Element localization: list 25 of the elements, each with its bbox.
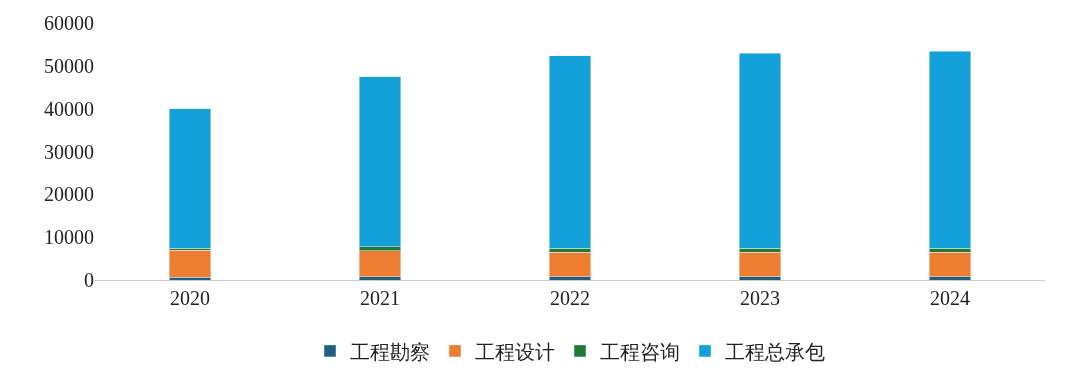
bar — [928, 251, 972, 277]
y-tick-label: 10000 — [44, 226, 94, 249]
y-tick-label: 0 — [84, 269, 94, 291]
bar — [168, 250, 212, 278]
bar — [738, 53, 782, 249]
bar — [358, 250, 402, 277]
y-tick-label: 20000 — [44, 183, 94, 206]
y-tick-label: 50000 — [44, 54, 94, 77]
x-tick-label: 2022 — [550, 287, 590, 309]
legend-label: 工程勘察 — [350, 339, 430, 364]
bar — [928, 51, 972, 249]
y-tick-label: 60000 — [44, 12, 94, 34]
y-tick-label: 30000 — [44, 140, 94, 163]
legend-label: 工程咨询 — [600, 339, 680, 364]
y-tick-label: 40000 — [44, 97, 94, 120]
bar — [738, 251, 782, 277]
x-tick-label: 2021 — [360, 287, 400, 309]
legend-label: 工程总承包 — [725, 339, 825, 364]
bar — [548, 251, 592, 277]
x-tick-label: 2023 — [740, 287, 780, 309]
bar — [168, 108, 212, 249]
legend-label: 工程设计 — [475, 339, 555, 364]
x-tick-label: 2020 — [170, 287, 210, 309]
bar — [548, 55, 592, 249]
x-tick-label: 2024 — [930, 287, 970, 309]
